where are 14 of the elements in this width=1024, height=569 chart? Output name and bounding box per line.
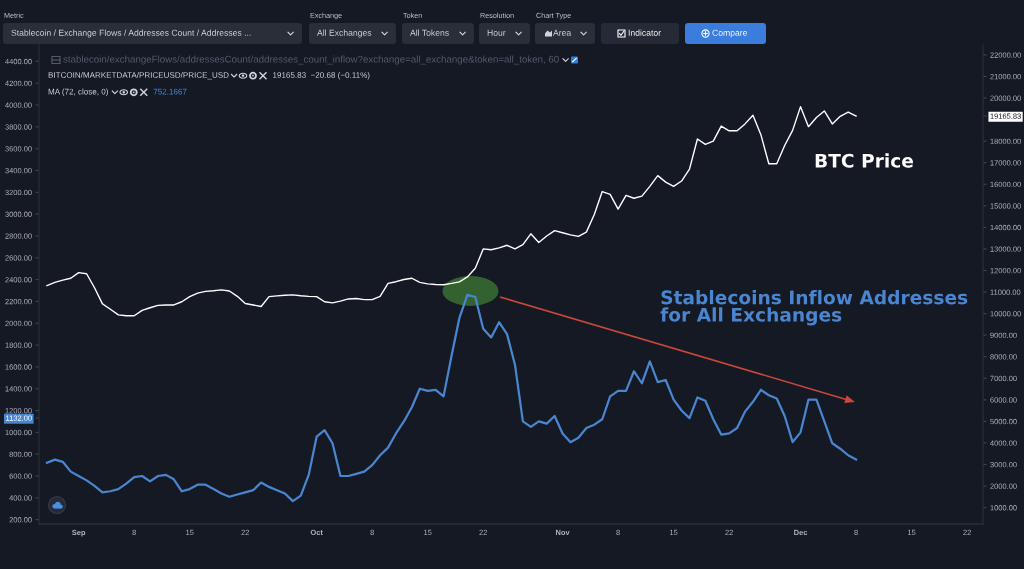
annotation: 19165.83 −20.68 (−0.11%) — [273, 71, 370, 80]
text: All Tokens — [410, 29, 449, 36]
annotation: MA (72, close, 0) — [48, 88, 108, 97]
text: Indicator — [628, 29, 661, 36]
text: Area — [553, 29, 572, 36]
text: Stablecoins Inflow Addresses for All Exchanges — [660, 290, 968, 326]
annotation: 752.1667 — [153, 88, 187, 95]
text: All Exchanges — [317, 29, 372, 38]
annotation: BITCOIN/MARKETDATA/PRICEUSD/PRICE_USD — [48, 71, 229, 80]
text: Stablecoin / Exchange Flows / Addresses Count / Addresses ... — [11, 29, 251, 38]
annotation: stablecoin/exchangeFlows/addressesCount/addresses_count_inflow?exchange=all_exchange&token=all_token, 60 — [63, 55, 559, 65]
text: Compare — [712, 29, 748, 38]
text: Hour — [487, 29, 506, 36]
series-label: BTC Price — [815, 153, 913, 168]
